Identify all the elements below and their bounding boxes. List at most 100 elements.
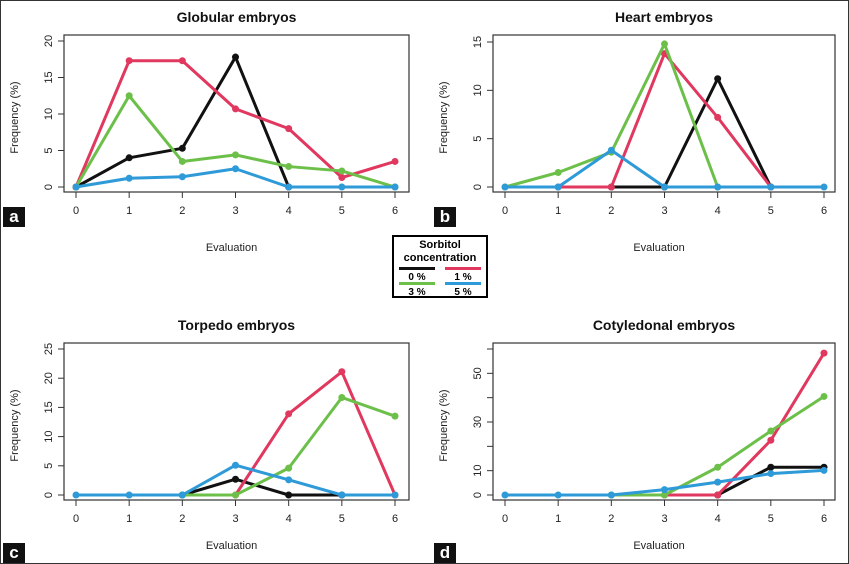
series-line-0pct (75, 55, 291, 189)
y-axis-label: Frequency (%) (438, 389, 450, 461)
x-axis-label: Evaluation (633, 540, 684, 552)
legend-item-0: 0 % (397, 267, 437, 283)
x-tick-label: 4 (715, 205, 721, 217)
data-point (338, 368, 346, 376)
data-point (338, 167, 346, 175)
series-line-1pct (664, 352, 826, 497)
data-point (820, 466, 828, 474)
y-tick-label: 15 (472, 36, 484, 48)
x-tick-label: 5 (768, 513, 774, 525)
x-tick-label: 6 (392, 513, 398, 525)
data-point (338, 183, 346, 191)
data-point (391, 157, 399, 165)
data-point (125, 92, 133, 100)
data-point (607, 146, 615, 154)
data-point (232, 475, 239, 483)
data-point (820, 183, 828, 191)
x-tick-label: 2 (179, 513, 185, 525)
x-tick-label: 3 (232, 513, 238, 525)
data-point (232, 461, 239, 469)
x-tick-label: 2 (608, 205, 614, 217)
data-point (178, 57, 186, 65)
data-point (232, 105, 239, 113)
y-axis-label: Frequency (%) (9, 389, 21, 461)
data-point (607, 491, 615, 499)
data-point (767, 436, 775, 444)
x-tick-label: 0 (502, 513, 508, 525)
x-tick-label: 3 (661, 205, 667, 217)
data-point (501, 491, 509, 499)
y-axis-label: Frequency (%) (438, 81, 450, 153)
data-point (72, 491, 80, 499)
legend-title: Sorbitol concentration (403, 239, 477, 264)
data-point (285, 163, 293, 171)
data-point (391, 183, 399, 191)
y-tick-label: 0 (43, 184, 55, 190)
y-axis-label: Frequency (%) (9, 81, 21, 153)
data-point (661, 183, 668, 191)
data-point (178, 157, 186, 165)
x-tick-label: 5 (339, 205, 345, 217)
data-point (554, 491, 562, 499)
y-tick-label: 10 (43, 430, 55, 442)
x-tick-label: 4 (286, 205, 292, 217)
data-point (661, 491, 668, 499)
x-tick-label: 4 (715, 513, 721, 525)
x-axis-label: Evaluation (206, 242, 257, 254)
data-point (767, 470, 775, 478)
data-point (607, 183, 615, 191)
y-tick-label: 20 (43, 372, 55, 384)
x-tick-label: 2 (179, 205, 185, 217)
data-point (554, 183, 562, 191)
data-point (125, 57, 133, 65)
series-line-1pct (234, 370, 397, 496)
data-point (232, 151, 239, 159)
y-tick-label: 15 (43, 401, 55, 413)
chart-title: Heart embryos (615, 9, 713, 25)
x-tick-label: 3 (232, 205, 238, 217)
x-tick-label: 2 (608, 513, 614, 525)
data-point (285, 183, 293, 191)
panel-label-d: d (434, 543, 456, 563)
legend-item-1: 1 % (443, 267, 483, 283)
data-point (661, 40, 668, 48)
panel-label-b: b (434, 207, 456, 227)
data-point (125, 154, 133, 162)
data-point (501, 183, 509, 191)
x-tick-label: 1 (555, 205, 561, 217)
x-tick-label: 6 (821, 513, 827, 525)
data-point (178, 491, 186, 499)
y-tick-label: 5 (472, 136, 484, 142)
y-tick-label: 30 (472, 416, 484, 428)
x-tick-label: 3 (661, 513, 667, 525)
data-point (554, 169, 562, 176)
data-point (338, 174, 346, 182)
data-point (232, 53, 239, 61)
data-point (767, 427, 775, 435)
y-tick-label: 0 (472, 492, 484, 498)
x-tick-label: 0 (73, 513, 79, 525)
data-point (285, 491, 293, 499)
x-tick-label: 5 (768, 205, 774, 217)
y-tick-label: 20 (43, 35, 55, 47)
y-tick-label: 5 (43, 147, 55, 153)
data-point (125, 174, 133, 182)
x-tick-label: 1 (555, 513, 561, 525)
x-tick-label: 6 (392, 205, 398, 217)
chart-title: Torpedo embryos (178, 317, 295, 333)
y-tick-label: 10 (43, 108, 55, 120)
data-point (178, 173, 186, 181)
x-tick-label: 4 (286, 513, 292, 525)
data-point (178, 144, 186, 152)
x-tick-label: 1 (126, 205, 132, 217)
data-point (820, 392, 828, 400)
y-tick-label: 25 (43, 343, 55, 355)
data-point (285, 476, 293, 484)
data-point (820, 349, 828, 357)
y-tick-label: 10 (472, 84, 484, 96)
y-tick-label: 10 (472, 465, 484, 477)
series-line-3pct (504, 42, 720, 189)
data-point (767, 183, 775, 191)
x-tick-label: 6 (821, 205, 827, 217)
